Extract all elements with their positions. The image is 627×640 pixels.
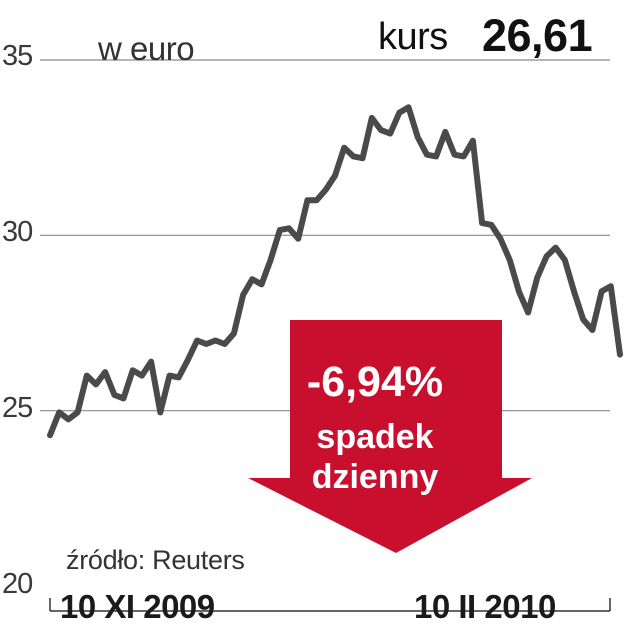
y-tick-label: 25: [2, 392, 33, 424]
change-caption-line1: spadek: [316, 418, 434, 456]
price-line: [47, 104, 623, 439]
unit-label: w euro: [98, 30, 195, 67]
source-note: źródło: Reuters: [66, 545, 245, 575]
decline-arrow: [248, 320, 532, 553]
y-tick-label: 30: [2, 216, 33, 248]
y-tick-label: 35: [2, 40, 33, 72]
price-label: kurs: [378, 16, 448, 58]
x-label-end: 10 II 2010: [414, 588, 556, 625]
change-percent: -6,94%: [306, 358, 444, 406]
y-tick-label: 20: [2, 568, 33, 600]
change-caption-line2: dzienny: [311, 458, 439, 496]
price-value: 26,61: [482, 10, 593, 61]
x-label-start: 10 XI 2009: [60, 588, 215, 625]
